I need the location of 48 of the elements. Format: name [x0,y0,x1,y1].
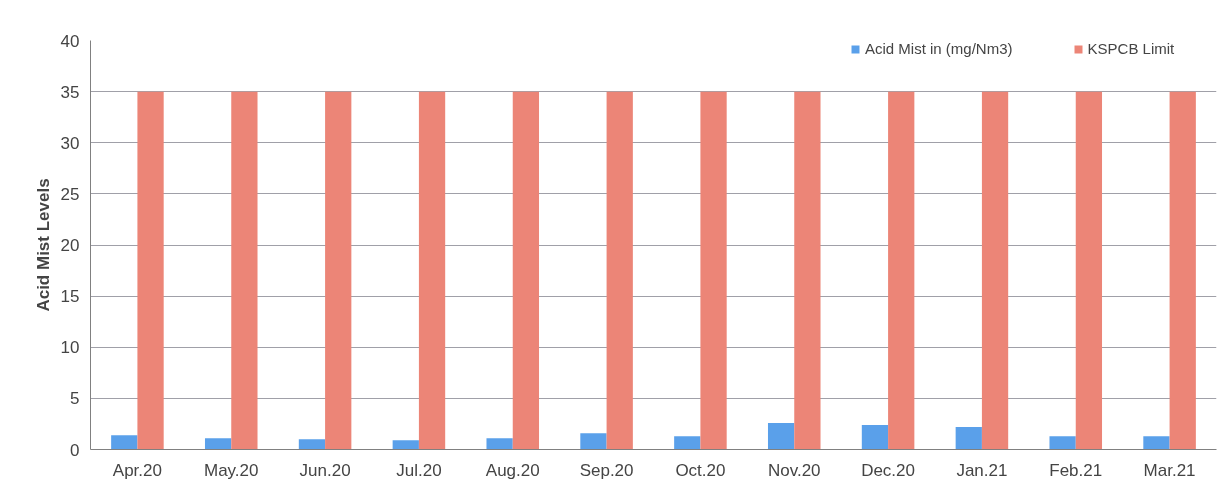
x-tick-label: Jun.20 [299,460,351,480]
x-tick-label: Feb.21 [1049,460,1103,480]
y-tick-label: 5 [70,389,80,409]
x-tick-label: Jul.20 [396,460,442,480]
y-tick-label: 40 [60,31,80,51]
bar [1075,91,1103,450]
bar [674,436,701,450]
bar [700,91,727,450]
bar [955,427,982,450]
x-tick-label: Nov.20 [767,460,821,480]
bar [392,440,419,450]
y-tick-label: 15 [60,287,80,307]
bar [486,438,513,450]
y-tick-label: 35 [60,82,80,102]
bar [1049,436,1076,450]
bar [137,91,164,450]
bar [606,91,633,450]
bar [231,91,258,450]
bar [580,433,607,450]
x-tick-label: May.20 [204,460,259,480]
bar [512,91,540,450]
bar [1169,91,1196,450]
legend-label: KSPCB Limit [1087,40,1175,57]
y-axis-title: Acid Mist Levels [33,178,53,312]
x-tick-label: Dec.20 [861,460,916,480]
x-tick-label: Oct.20 [675,460,726,480]
x-tick-label: Jan.21 [956,460,1008,480]
bar [204,438,232,450]
bar [1143,436,1170,450]
bar [861,424,889,450]
y-tick-label: 30 [60,133,80,153]
y-tick-label: 0 [70,440,80,460]
bar [767,422,795,450]
bar [298,439,326,450]
bar [981,91,1009,450]
x-tick-label: Apr.20 [112,460,162,480]
y-tick-label: 10 [60,338,80,358]
x-tick-label: Sep.20 [579,460,634,480]
x-tick-label: Mar.21 [1143,460,1196,480]
bar [111,435,138,450]
bar [418,91,446,450]
x-tick-label: Aug.20 [485,460,540,480]
y-tick-label: 20 [60,236,80,255]
bar [794,91,821,450]
legend-label: Acid Mist in (mg/Nm3) [865,40,1013,57]
y-tick-label: 25 [60,184,80,204]
bar [325,91,352,450]
bar [888,91,915,450]
